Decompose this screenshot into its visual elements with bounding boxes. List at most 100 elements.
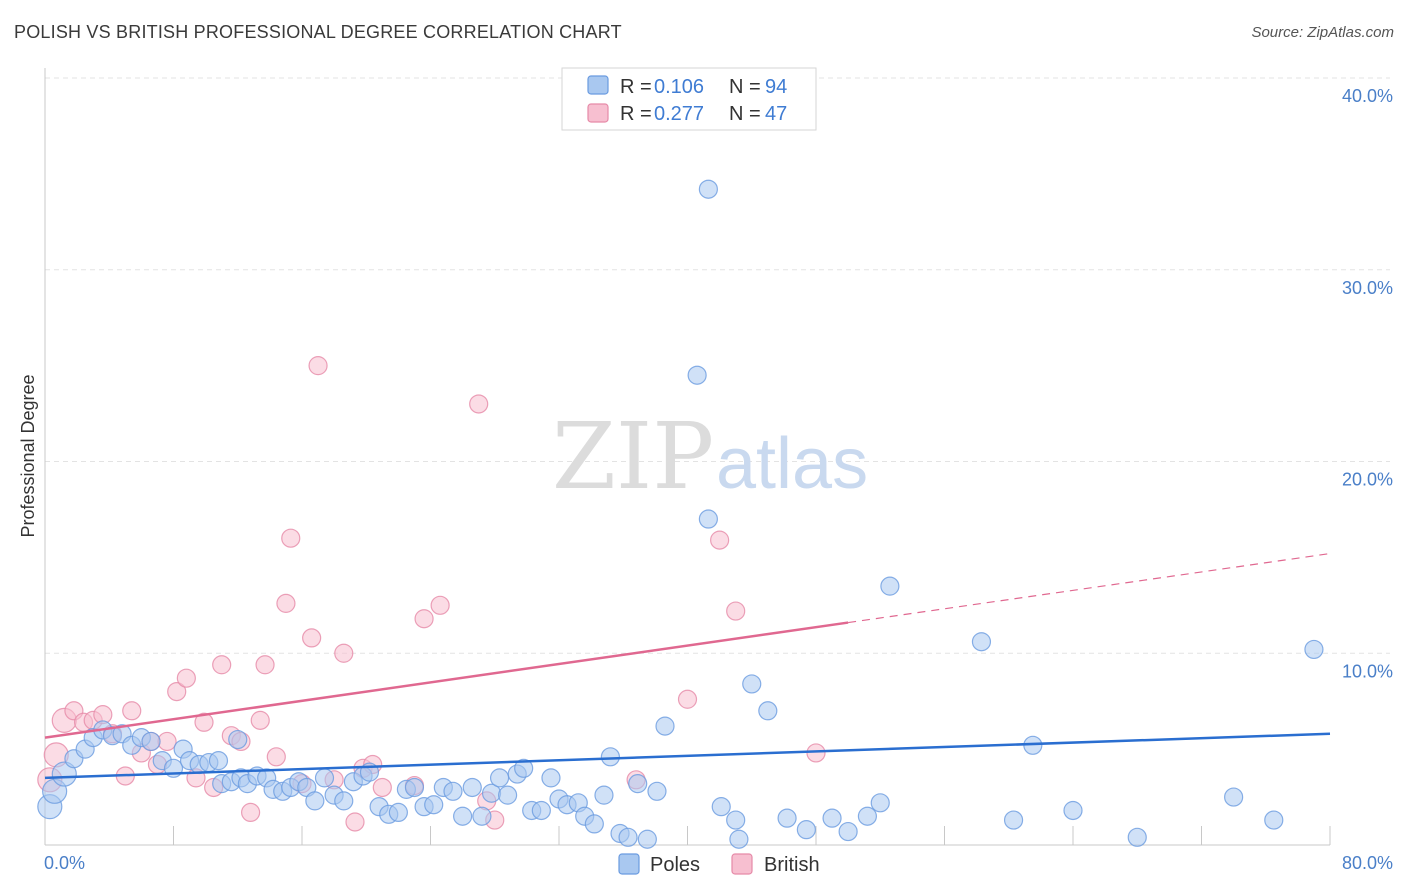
british-point-47 <box>806 743 826 763</box>
legend: R = 0.106 N = 94 R = 0.277 N = 47 <box>561 67 817 131</box>
x-tick-label-1: 80.0% <box>1342 853 1393 873</box>
british-trend-extension <box>848 552 1331 624</box>
poles-point-91 <box>1264 810 1284 830</box>
poles-point-75 <box>729 829 749 849</box>
british-point-25 <box>266 747 286 767</box>
poles-point-79 <box>796 820 816 840</box>
poles-point-92 <box>1304 639 1324 660</box>
bottom-legend-swatch-british <box>731 853 753 875</box>
poles-point-74 <box>726 810 746 830</box>
poles-point-63 <box>600 747 621 767</box>
chart-title: POLISH VS BRITISH PROFESSIONAL DEGREE CO… <box>14 22 622 42</box>
poles-point-48 <box>472 806 492 826</box>
poles-point-39 <box>388 802 408 823</box>
poles-point-78 <box>777 808 797 828</box>
poles-point-56 <box>541 768 561 788</box>
poles-point-69 <box>655 716 675 736</box>
poles-point-86 <box>1003 810 1024 830</box>
poles-point-43 <box>424 795 444 815</box>
poles-point-76 <box>742 674 762 694</box>
poles-point-45 <box>443 781 463 801</box>
legend-n-label-british: N = <box>729 103 761 125</box>
poles-point-31 <box>314 768 335 788</box>
poles-trend-line <box>44 732 1331 780</box>
poles-point-18 <box>208 751 229 771</box>
data-points <box>37 179 1324 849</box>
legend-n-value-british: 47 <box>765 103 787 125</box>
bottom-legend: Poles British <box>618 853 820 876</box>
poles-point-70 <box>687 365 707 385</box>
legend-r-value-british: 0.277 <box>654 103 704 125</box>
poles-point-11 <box>141 731 161 752</box>
grid-lines <box>45 77 1390 654</box>
poles-point-90 <box>1224 787 1244 807</box>
poles-point-89 <box>1127 827 1147 847</box>
y-axis-label: Professional Degree <box>18 374 38 537</box>
bottom-legend-swatch-poles <box>618 853 640 875</box>
poles-point-93 <box>228 729 248 750</box>
british-trend-line <box>44 621 849 739</box>
legend-r-value-poles: 0.106 <box>654 76 704 98</box>
poles-point-61 <box>584 814 604 834</box>
poles-point-50 <box>489 768 510 788</box>
british-point-46 <box>726 601 746 621</box>
y-tick-label-3: 40.0% <box>1342 86 1393 106</box>
british-point-22 <box>241 802 261 823</box>
poles-point-71 <box>698 509 718 529</box>
british-point-17 <box>194 712 214 732</box>
british-point-27 <box>281 528 301 548</box>
source-label: Source: ZipAtlas.com <box>1251 24 1394 41</box>
poles-point-72 <box>698 179 718 199</box>
watermark-atlas: atlas <box>716 424 868 504</box>
poles-point-47 <box>462 777 482 798</box>
british-point-40 <box>469 394 489 414</box>
x-tick-label-0: 0.0% <box>44 853 85 873</box>
british-point-36 <box>372 777 392 798</box>
axes <box>44 68 1331 846</box>
poles-point-55 <box>531 800 551 821</box>
watermark-zip: ZIP <box>552 403 714 510</box>
poles-point-33 <box>334 791 354 811</box>
legend-swatch-poles <box>587 75 609 95</box>
poles-point-46 <box>453 806 473 826</box>
british-point-45 <box>710 530 730 550</box>
poles-point-82 <box>857 806 878 826</box>
legend-n-value-poles: 94 <box>765 76 787 98</box>
poles-point-41 <box>404 777 425 798</box>
poles-point-73 <box>711 797 731 817</box>
poles-point-83 <box>870 793 890 813</box>
british-point-23 <box>250 710 270 730</box>
poles-point-68 <box>647 781 667 801</box>
bottom-legend-poles: Poles <box>650 854 700 876</box>
british-point-32 <box>334 643 354 663</box>
poles-point-62 <box>594 785 614 805</box>
british-point-24 <box>255 655 275 675</box>
british-point-26 <box>276 593 296 613</box>
watermark: ZIP atlas <box>552 403 868 510</box>
legend-r-label-british: R = <box>620 103 652 125</box>
british-point-33 <box>345 812 365 832</box>
british-point-9 <box>122 701 142 721</box>
poles-point-85 <box>971 632 992 652</box>
poles-point-53 <box>514 758 534 778</box>
y-tick-label-2: 30.0% <box>1342 278 1393 298</box>
poles-point-65 <box>618 827 638 847</box>
british-point-15 <box>176 668 196 688</box>
y-tick-label-1: 20.0% <box>1342 470 1393 490</box>
legend-r-label-poles: R = <box>620 76 652 98</box>
poles-point-2 <box>51 761 77 787</box>
british-point-14 <box>167 681 187 702</box>
x-tick-labels: 0.0% 80.0% <box>44 853 1393 873</box>
british-point-19 <box>212 655 232 675</box>
poles-point-67 <box>637 829 657 849</box>
legend-swatch-british <box>587 103 609 123</box>
british-point-13 <box>157 731 177 752</box>
british-point-29 <box>302 628 322 648</box>
poles-point-80 <box>822 808 842 828</box>
british-point-38 <box>414 609 434 629</box>
poles-point-88 <box>1063 800 1083 821</box>
poles-point-77 <box>758 701 778 721</box>
poles-point-30 <box>305 791 325 811</box>
british-point-44 <box>677 689 698 709</box>
